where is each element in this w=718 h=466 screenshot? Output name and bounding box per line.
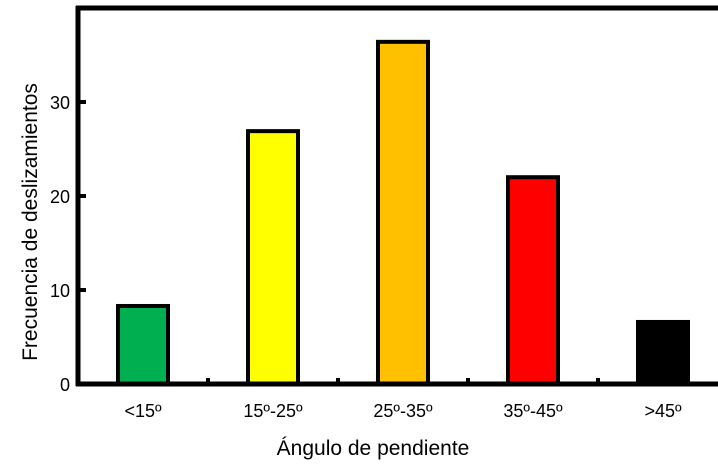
x-tick-label: 35º-45º (503, 401, 563, 421)
x-axis-title: Ángulo de pendiente (277, 437, 470, 460)
y-tick-label: 0 (60, 375, 70, 395)
bar-1 (246, 129, 300, 386)
y-tick-label: 10 (50, 281, 70, 301)
y-tick-label: 20 (50, 187, 70, 207)
bar-3 (506, 175, 560, 386)
y-tick-label: 30 (50, 93, 70, 113)
bar-4 (636, 319, 690, 386)
x-tick-label: 15º-25º (243, 401, 303, 421)
x-tick-label: <15º (124, 401, 162, 421)
bars-layer (116, 39, 690, 387)
x-tick-label: >45º (644, 401, 682, 421)
ticks-layer: <15º 15º-25º 25º-35º 35º-45º >45º 0 10 20 30 (50, 93, 682, 421)
x-tick-label: 25º-35º (373, 401, 433, 421)
bar-2 (376, 39, 430, 387)
y-axis-title: Frecuencia de deslizamientos (19, 83, 42, 361)
bar-0 (116, 303, 170, 387)
